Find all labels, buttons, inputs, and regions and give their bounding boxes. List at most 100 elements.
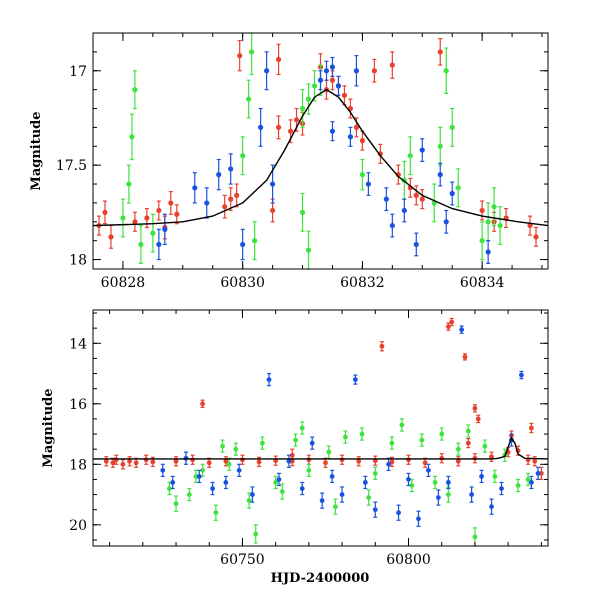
bottom-green-point-4: [200, 467, 205, 473]
bottom-red-point-9: [190, 457, 196, 463]
bottom-red-point-12: [240, 457, 245, 463]
bottom-blue-point-28: [479, 474, 484, 479]
bottom-panel-ticks: 60750 60800 14 16 18 20: [69, 310, 548, 568]
bottom-green-point-30: [482, 443, 488, 449]
top-green-point-23: [479, 238, 485, 244]
bottom-green-point-37: [279, 489, 285, 494]
bottom-panel-frame: [92, 309, 549, 547]
bottom-y-tick-label-3: 20: [69, 518, 87, 534]
bottom-model-curve: [93, 436, 549, 460]
bottom-panel-marks: [93, 317, 549, 547]
top-green-point-3: [132, 87, 138, 93]
bottom-green-point-20: [389, 440, 395, 446]
top-green-point-15: [305, 247, 312, 253]
top-x-tick-label-3: 60834: [460, 275, 505, 291]
bottom-red-point-6: [143, 457, 149, 463]
bottom-green-point-11: [273, 480, 279, 485]
top-y-tick-label-2: 18: [69, 253, 87, 269]
bottom-blue-point-34: [535, 470, 541, 476]
bottom-blue-point-8: [266, 377, 272, 382]
bottom-blue-point-16: [352, 377, 358, 382]
top-green-point-17: [407, 153, 413, 159]
top-blue-point-23: [443, 219, 449, 225]
bottom-green-point-36: [372, 470, 378, 476]
bottom-red-point-17: [323, 460, 328, 466]
top-green-point-6: [240, 153, 246, 159]
bottom-green-point-17: [343, 434, 348, 440]
bottom-red-point-33: [379, 343, 385, 349]
bottom-blue-point-14: [329, 474, 335, 479]
bottom-red-point-39: [465, 440, 471, 446]
bottom-blue-point-32: [519, 372, 524, 378]
top-green-point-14: [299, 209, 306, 215]
top-red-point-12: [270, 207, 276, 214]
bottom-green-point-31: [492, 474, 498, 479]
top-blue-point-0: [156, 241, 162, 248]
bottom-red-point-5: [133, 460, 139, 466]
bottom-blue-point-1: [170, 480, 176, 485]
bottom-blue-point-5: [223, 480, 229, 485]
top-blue-point-5: [228, 166, 234, 172]
bottom-red-point-36: [462, 354, 468, 360]
top-green-point-2: [129, 134, 135, 140]
bottom-red-point-32: [200, 401, 205, 407]
bottom-green-point-26: [445, 492, 451, 497]
bottom-blue-point-24: [436, 495, 441, 500]
bottom-red-point-25: [455, 458, 461, 464]
bottom-x-tick-label-1: 60800: [386, 552, 431, 568]
bottom-red-point-35: [449, 319, 455, 325]
top-red-point-28: [413, 192, 419, 198]
top-green-point-1: [126, 181, 132, 187]
top-y-tick-label-0: 17: [69, 64, 87, 80]
top-red-point-5: [156, 207, 162, 214]
top-red-point-14: [287, 128, 294, 134]
bottom-blue-point-13: [319, 498, 325, 504]
top-red-point-13: [275, 124, 282, 130]
top-red-point-11: [234, 192, 240, 198]
bottom-panel-y-axis-label: Magnitude: [41, 388, 56, 467]
top-red-point-7: [168, 200, 174, 206]
bottom-red-point-8: [173, 458, 179, 464]
bottom-red-point-37: [472, 405, 478, 411]
bottom-panel-x-axis-label: HJD-2400000: [271, 571, 370, 586]
bottom-green-point-33: [515, 483, 521, 488]
bottom-red-point-23: [422, 460, 428, 466]
bottom-green-point-3: [193, 474, 199, 479]
top-red-point-29: [419, 196, 425, 202]
top-green-point-5: [150, 230, 156, 236]
bottom-blue-point-11: [299, 486, 305, 491]
top-panel-zoom-light-curve: 60828 60830 60832 60834 17 17.5 18 Magnitude: [29, 32, 549, 291]
bottom-red-point-41: [528, 425, 534, 431]
top-blue-point-9: [240, 241, 246, 248]
bottom-green-point-28: [465, 428, 471, 434]
top-blue-point-8: [270, 181, 276, 187]
bottom-red-point-31: [532, 458, 538, 464]
bottom-blue-point-4: [210, 486, 215, 491]
bottom-blue-point-3: [196, 474, 202, 479]
top-red-point-31: [479, 207, 485, 214]
bottom-blue-point-26: [459, 327, 465, 333]
bottom-red-point-38: [475, 416, 481, 422]
top-blue-point-17: [383, 196, 389, 202]
bottom-green-point-9: [253, 531, 259, 537]
top-blue-point-6: [258, 124, 264, 130]
bottom-red-point-10: [206, 460, 212, 466]
top-panel-ticks: 60828 60830 60832 60834 17 17.5 18: [56, 32, 548, 291]
bottom-green-point-34: [525, 477, 531, 482]
bottom-green-point-7: [233, 446, 239, 452]
bottom-red-point-7: [150, 459, 156, 465]
top-blue-point-16: [365, 181, 371, 187]
top-blue-point-24: [449, 190, 455, 197]
bottom-red-point-27: [489, 454, 494, 460]
bottom-red-point-2: [113, 457, 119, 463]
bottom-y-tick-label-0: 14: [69, 336, 87, 352]
bottom-blue-point-7: [250, 492, 255, 497]
top-red-point-8: [174, 211, 180, 217]
top-red-point-34: [527, 222, 533, 229]
top-green-point-19: [437, 143, 443, 149]
top-green-point-0: [120, 215, 126, 221]
top-blue-point-12: [329, 64, 336, 70]
top-red-point-25: [377, 151, 383, 157]
top-green-point-10: [299, 105, 306, 112]
